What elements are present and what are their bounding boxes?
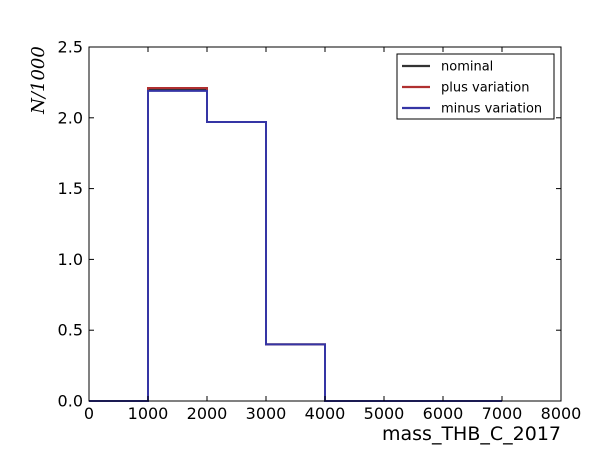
x-tick-label: 8000 — [541, 404, 582, 423]
axes: 0 1000 2000 3000 4000 5000 6000 7000 8000 0.0 0.5 1… — [58, 38, 582, 424]
x-tick-label: 1000 — [128, 404, 169, 423]
y-tick-label: 0.5 — [58, 321, 83, 340]
x-tick-label: 4000 — [305, 404, 346, 423]
x-axis-label: mass_THB_C_2017 — [382, 423, 561, 445]
x-tick-label: 3000 — [246, 404, 287, 423]
legend: nominal plus variation minus variation — [396, 53, 555, 120]
y-axis-label: N/1000 — [28, 46, 49, 115]
legend-entry-label: minus variation — [441, 102, 542, 117]
x-tick-label: 7000 — [482, 404, 523, 423]
x-tick-label: 5000 — [364, 404, 405, 423]
x-tick-label: 6000 — [423, 404, 464, 423]
y-tick-label: 1.5 — [58, 179, 83, 198]
legend-entry-label: plus variation — [441, 81, 530, 96]
y-tick-label: 0.0 — [58, 392, 83, 411]
x-tick-label: 2000 — [187, 404, 228, 423]
y-tick-label: 2.0 — [58, 108, 83, 127]
x-tick-label: 0 — [84, 404, 94, 423]
y-tick-label: 2.5 — [58, 38, 83, 57]
legend-entry-label: nominal — [441, 60, 493, 75]
y-tick-label: 1.0 — [58, 250, 83, 269]
